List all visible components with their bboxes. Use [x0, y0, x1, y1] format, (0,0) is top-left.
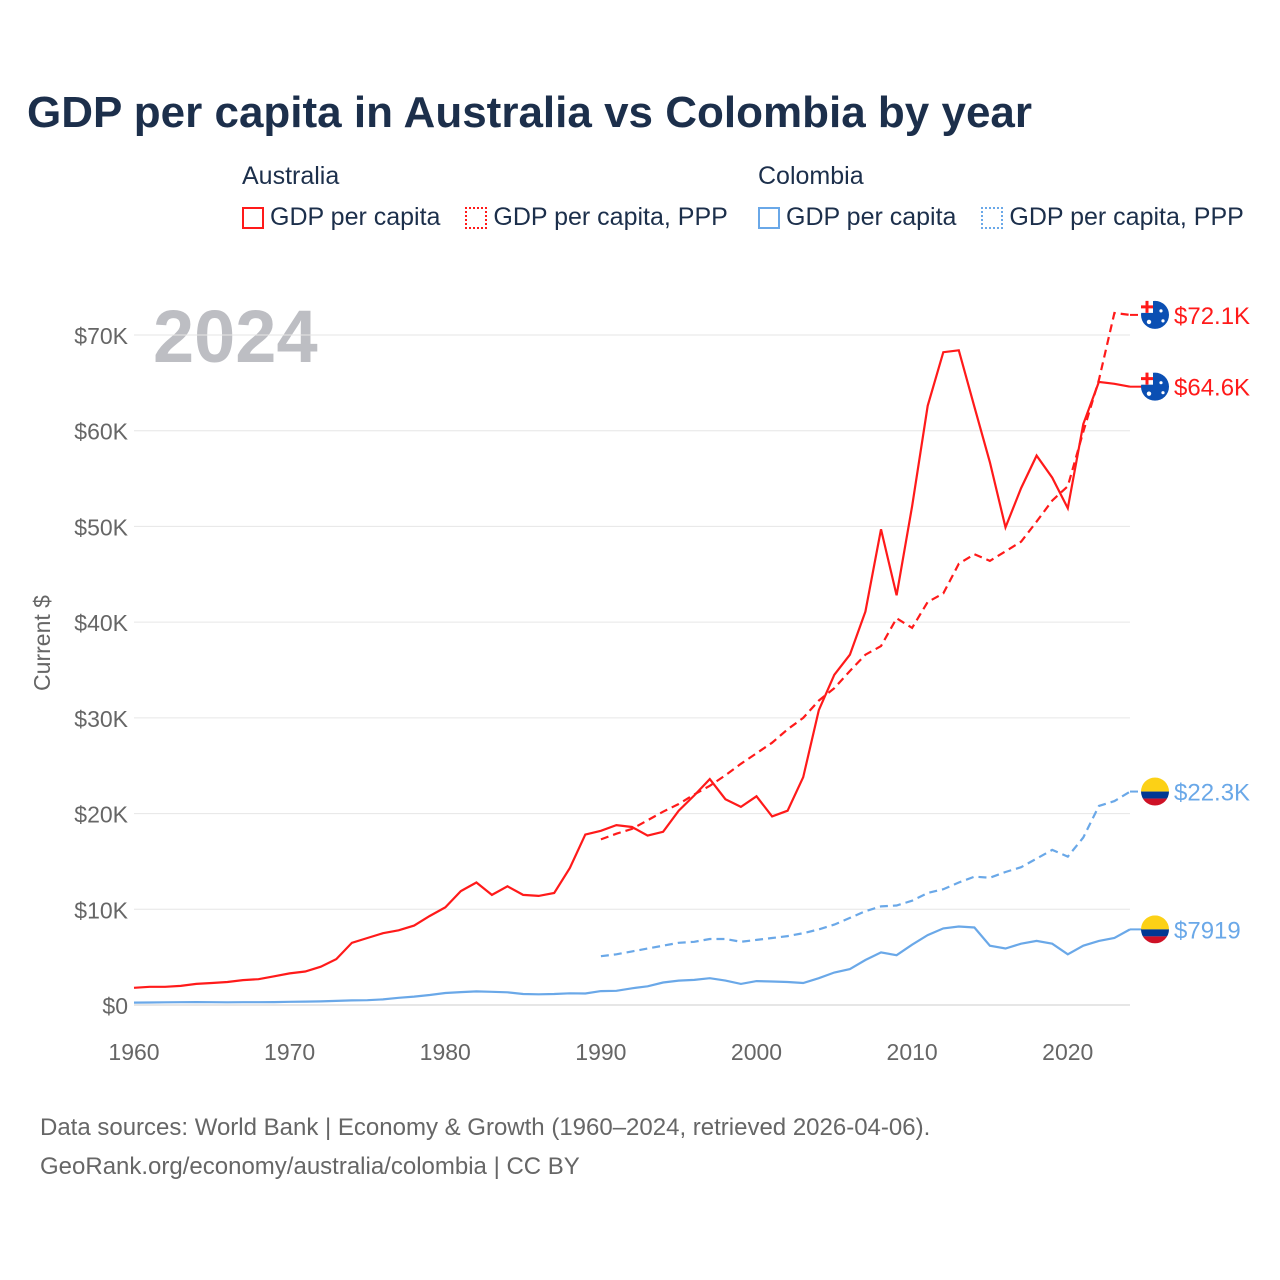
- y-tick-label: $10K: [74, 897, 128, 923]
- end-value-label: $72.1K: [1174, 303, 1250, 330]
- x-tick-label: 1970: [264, 1039, 315, 1065]
- dotted-swatch-icon: [465, 206, 488, 229]
- solid-swatch-icon: [758, 206, 780, 229]
- y-tick-label: $60K: [74, 419, 128, 445]
- attribution: GeoRank.org/economy/australia/colombia |…: [40, 1153, 580, 1180]
- legend-label: GDP per capita: [786, 203, 957, 231]
- legend-group-label: Colombia: [758, 162, 864, 190]
- y-tick-label: $40K: [74, 610, 128, 636]
- y-tick-label: $0: [102, 993, 128, 1019]
- y-tick-label: $50K: [74, 514, 128, 540]
- y-tick-label: $70K: [74, 323, 128, 349]
- solid-swatch-icon: [242, 206, 264, 229]
- x-tick-label: 2010: [887, 1039, 938, 1065]
- flag-stripe: [1141, 798, 1169, 806]
- year-watermark: 2024: [153, 295, 318, 378]
- flag-star: [1161, 319, 1165, 323]
- end-value-label: $64.6K: [1174, 375, 1250, 402]
- footer: Data sources: World Bank | Economy & Gro…: [40, 1108, 930, 1186]
- flag-star: [1161, 391, 1165, 395]
- y-axis-label: Current $: [29, 595, 55, 691]
- series-line-colombia-gdp-per-capita: [133, 925, 1131, 1004]
- legend-label: GDP per capita, PPP: [1009, 203, 1244, 231]
- legend-australia: Australia GDP per capita GDP per capita,…: [242, 162, 746, 236]
- x-tick-label: 2000: [731, 1039, 782, 1065]
- series-line-colombia-gdp-per-capita-ppp: [600, 790, 1131, 958]
- legend-label: GDP per capita, PPP: [493, 203, 728, 231]
- dotted-swatch-icon: [981, 206, 1004, 229]
- colombia-flag-icon: [1141, 777, 1169, 792]
- legend-item-colombia-gdp[interactable]: GDP per capita: [758, 203, 956, 232]
- flag-cross: [1141, 372, 1153, 385]
- series-line-australia-gdp-per-capita: [133, 349, 1131, 989]
- flag-stripe: [1141, 929, 1169, 937]
- data-sources: Data sources: World Bank | Economy & Gro…: [40, 1114, 931, 1141]
- colombia-flag-icon: [1141, 915, 1169, 930]
- x-tick-label: 1990: [575, 1039, 626, 1065]
- chart-title: GDP per capita in Australia vs Colombia …: [27, 88, 1033, 137]
- x-tick-label: 1980: [420, 1039, 471, 1065]
- end-value-label: $22.3K: [1174, 780, 1250, 807]
- flag-star: [1159, 309, 1163, 313]
- legend-item-australia-ppp[interactable]: GDP per capita, PPP: [465, 203, 728, 232]
- legend-colombia: Colombia GDP per capita GDP per capita, …: [758, 162, 1262, 236]
- x-tick-label: 2020: [1042, 1039, 1093, 1065]
- end-value-label: $7919: [1174, 917, 1241, 944]
- flag-star: [1159, 381, 1163, 385]
- legend-item-australia-gdp[interactable]: GDP per capita: [242, 203, 440, 232]
- flag-stripe: [1141, 936, 1169, 944]
- flag-star: [1146, 319, 1152, 325]
- legend-group-label: Australia: [242, 162, 340, 190]
- x-tick-label: 1960: [108, 1039, 159, 1065]
- flag-cross: [1141, 300, 1153, 313]
- series-line-australia-gdp-per-capita-ppp: [600, 311, 1131, 841]
- y-tick-label: $30K: [74, 706, 128, 732]
- y-tick-label: $20K: [74, 802, 128, 828]
- flag-star: [1146, 391, 1152, 396]
- flag-stripe: [1141, 791, 1169, 799]
- legend-label: GDP per capita: [270, 203, 441, 231]
- legend-item-colombia-ppp[interactable]: GDP per capita, PPP: [981, 203, 1244, 232]
